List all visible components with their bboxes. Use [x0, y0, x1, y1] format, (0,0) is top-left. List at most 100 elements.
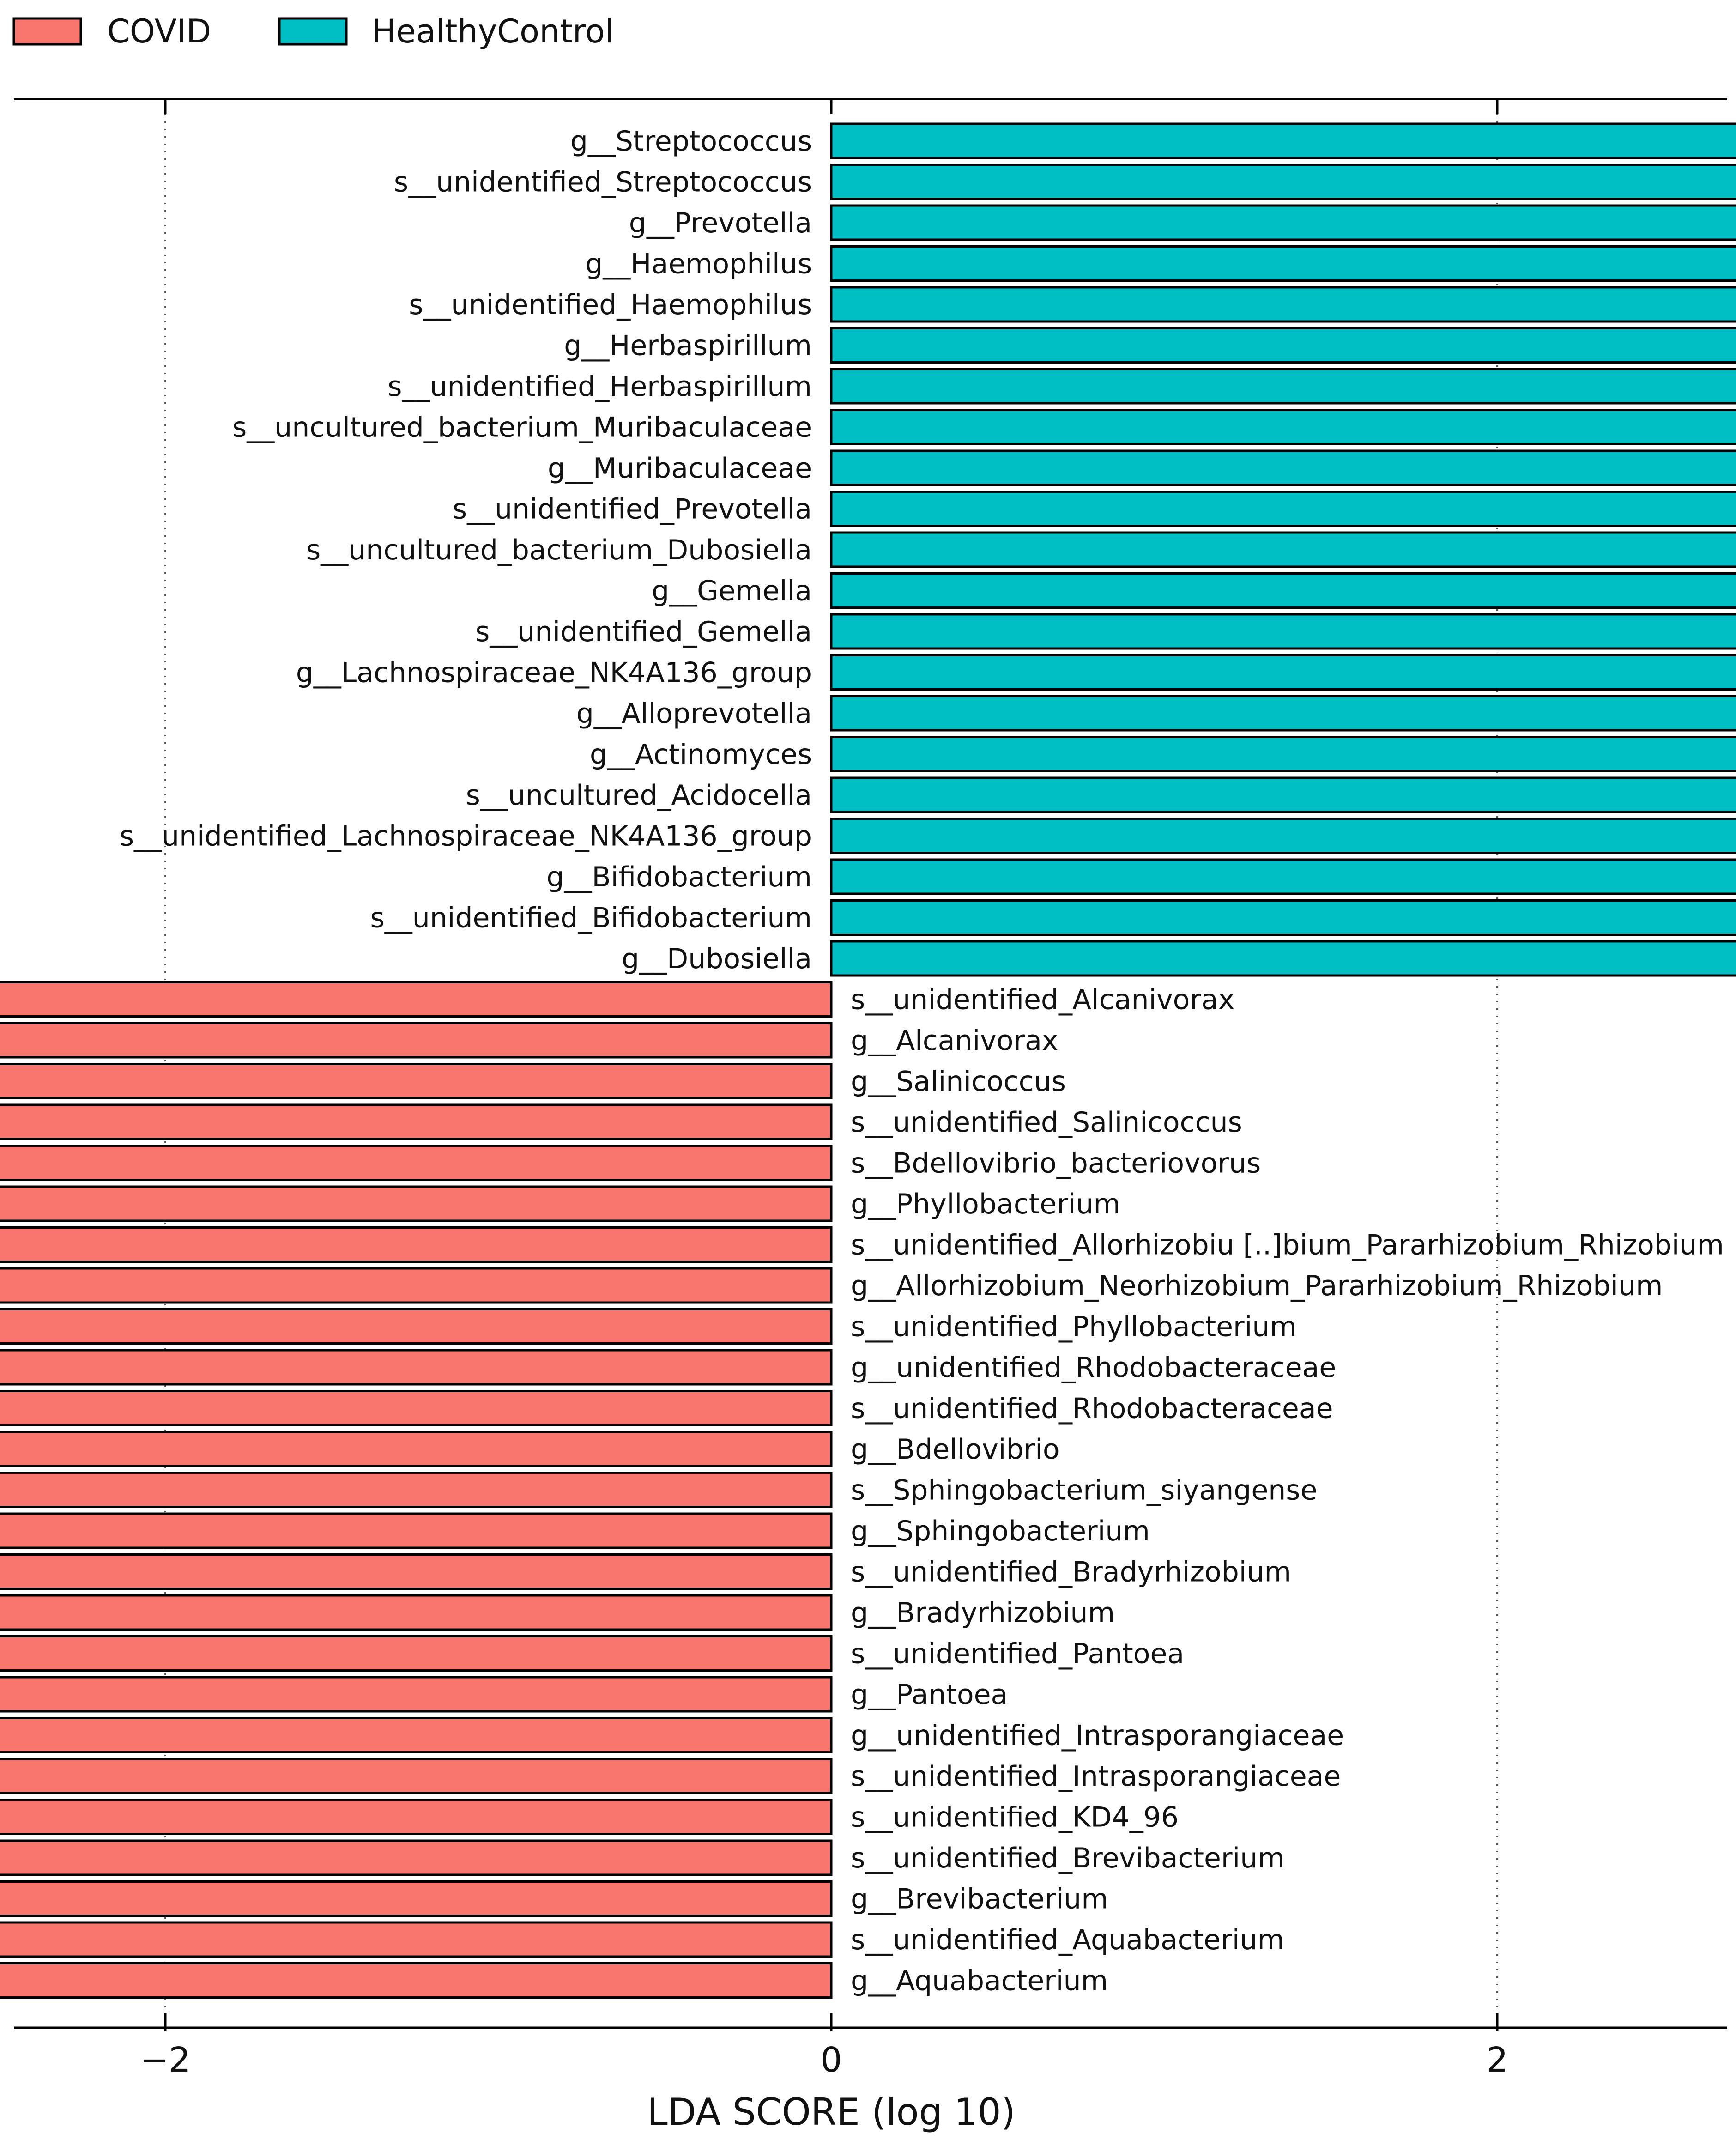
bar-covid [0, 1185, 833, 1222]
bar-label: g__Sphingobacterium [851, 1515, 1150, 1547]
bar-label: s__uncultured_bacterium_Dubosiella [306, 534, 812, 566]
x-axis-title: LDA SCORE (log 10) [647, 2091, 1016, 2134]
bar-covid [0, 1717, 833, 1753]
bar-healthycontrol [830, 204, 1736, 241]
bar-label: s__unidentified_Bifidobacterium [370, 902, 812, 934]
bar-label: s__unidentified_Pantoea [851, 1638, 1184, 1670]
bar-covid [0, 1635, 833, 1672]
bar-covid [0, 1145, 833, 1181]
bar-covid [0, 1022, 833, 1059]
bar-labels: g__Streptococcus s__unidentified_Streptoc… [120, 125, 1724, 1997]
legend-swatch-healthycontrol [278, 17, 348, 46]
bar-label: g__Salinicoccus [851, 1066, 1066, 1098]
bar-healthycontrol [830, 491, 1736, 527]
bar-label: s__uncultured_Acidocella [466, 779, 812, 812]
bar-label: g__Bifidobacterium [546, 861, 812, 893]
bar-label: s__Sphingobacterium_siyangense [851, 1474, 1317, 1507]
x-tick-label: 2 [1486, 2040, 1508, 2080]
bar-covid [0, 1431, 833, 1467]
bar-label: g__Haemophilus [585, 248, 812, 280]
bar-healthycontrol [830, 531, 1736, 568]
bar-covid [0, 1962, 833, 1999]
bar-covid [0, 1839, 833, 1876]
bar-label: s__unidentified_Phyllobacterium [851, 1311, 1297, 1343]
bar-healthycontrol [830, 654, 1736, 691]
bar-label: g__Herbaspirillum [564, 330, 812, 362]
bar-covid [0, 1799, 833, 1835]
legend-label-healthycontrol: HealthyControl [372, 12, 614, 50]
bar-healthycontrol [830, 776, 1736, 813]
bar-healthycontrol [830, 695, 1736, 732]
bar-label: g__unidentified_Rhodobacteraceae [851, 1352, 1336, 1384]
bar-label: g__Muribaculaceae [548, 452, 812, 485]
bar-label: s__unidentified_Lachnospiraceae_NK4A136_… [120, 820, 812, 853]
bar-healthycontrol [830, 818, 1736, 854]
bars [0, 122, 1736, 1999]
bar-healthycontrol [830, 572, 1736, 609]
bar-label: g__Bdellovibrio [851, 1433, 1060, 1466]
bar-covid [0, 1349, 833, 1386]
bar-healthycontrol [830, 164, 1736, 200]
bar-label: g__Phyllobacterium [851, 1188, 1120, 1220]
bar-covid [0, 1758, 833, 1794]
bar-healthycontrol [830, 899, 1736, 936]
bar-covid [0, 981, 833, 1018]
bar-label: g__Brevibacterium [851, 1883, 1108, 1916]
bar-healthycontrol [830, 940, 1736, 977]
bar-label: g__Actinomyces [590, 739, 812, 771]
bar-covid [0, 1472, 833, 1508]
bar-covid [0, 1390, 833, 1426]
bar-label: g__Pantoea [851, 1679, 1008, 1711]
bar-label: s__unidentified_Bradyrhizobium [851, 1556, 1291, 1588]
bar-covid [0, 1267, 833, 1304]
bar-label: g__Aquabacterium [851, 1965, 1108, 1997]
x-tick-label: −2 [140, 2040, 190, 2080]
bar-label: s__unidentified_KD4_96 [851, 1801, 1179, 1834]
bar-label: s__unidentified_Intrasporangiaceae [851, 1760, 1341, 1793]
bar-label: s__unidentified_Brevibacterium [851, 1842, 1285, 1874]
bar-covid [0, 1103, 833, 1140]
bar-label: s__unidentified_Alcanivorax [851, 984, 1234, 1016]
bar-label: s__unidentified_Salinicoccus [851, 1106, 1242, 1139]
bar-label: g__Prevotella [629, 207, 812, 239]
bar-label: g__Alloprevotella [576, 697, 812, 730]
bar-healthycontrol [830, 122, 1736, 159]
bar-label: g__unidentified_Intrasporangiaceae [851, 1720, 1344, 1752]
bar-label: g__Allorhizobium_Neorhizobium_Pararhizob… [851, 1270, 1663, 1302]
bar-healthycontrol [830, 286, 1736, 323]
bar-covid [0, 1512, 833, 1549]
legend-swatch-covid [12, 17, 82, 46]
x-tick-label: 0 [820, 2040, 842, 2080]
bar-label: s__unidentified_Aquabacterium [851, 1924, 1284, 1956]
bar-covid [0, 1553, 833, 1590]
bar-label: g__Streptococcus [570, 125, 812, 158]
bar-healthycontrol [830, 327, 1736, 364]
bar-covid [0, 1921, 833, 1958]
bar-label: s__unidentified_Rhodobacteraceae [851, 1393, 1333, 1425]
bar-label: s__unidentified_Gemella [475, 616, 812, 648]
bar-label: g__Dubosiella [622, 943, 812, 975]
bar-label: s__uncultured_bacterium_Muribaculaceae [232, 412, 812, 444]
bar-label: g__Lachnospiraceae_NK4A136_group [296, 657, 812, 689]
bar-label: g__Bradyrhizobium [851, 1597, 1115, 1629]
bar-covid [0, 1226, 833, 1263]
bar-healthycontrol [830, 368, 1736, 405]
bar-label: g__Alcanivorax [851, 1024, 1058, 1057]
bar-healthycontrol [830, 245, 1736, 282]
bar-label: s__unidentified_Haemophilus [409, 289, 812, 321]
bar-label: s__Bdellovibrio_bacteriovorus [851, 1147, 1261, 1180]
bar-label: s__unidentified_Herbaspirillum [387, 370, 812, 403]
bar-covid [0, 1880, 833, 1917]
bar-covid [0, 1594, 833, 1631]
bar-healthycontrol [830, 736, 1736, 772]
bar-label: s__unidentified_Prevotella [453, 493, 812, 526]
bar-covid [0, 1676, 833, 1713]
legend: COVID HealthyControl [12, 12, 614, 50]
bar-healthycontrol [830, 613, 1736, 650]
bar-covid [0, 1308, 833, 1345]
bar-healthycontrol [830, 449, 1736, 486]
bar-healthycontrol [830, 858, 1736, 895]
bar-label: s__unidentified_Allorhizobiu [..]bium_Pa… [851, 1229, 1724, 1261]
bar-label: g__Gemella [652, 575, 812, 607]
